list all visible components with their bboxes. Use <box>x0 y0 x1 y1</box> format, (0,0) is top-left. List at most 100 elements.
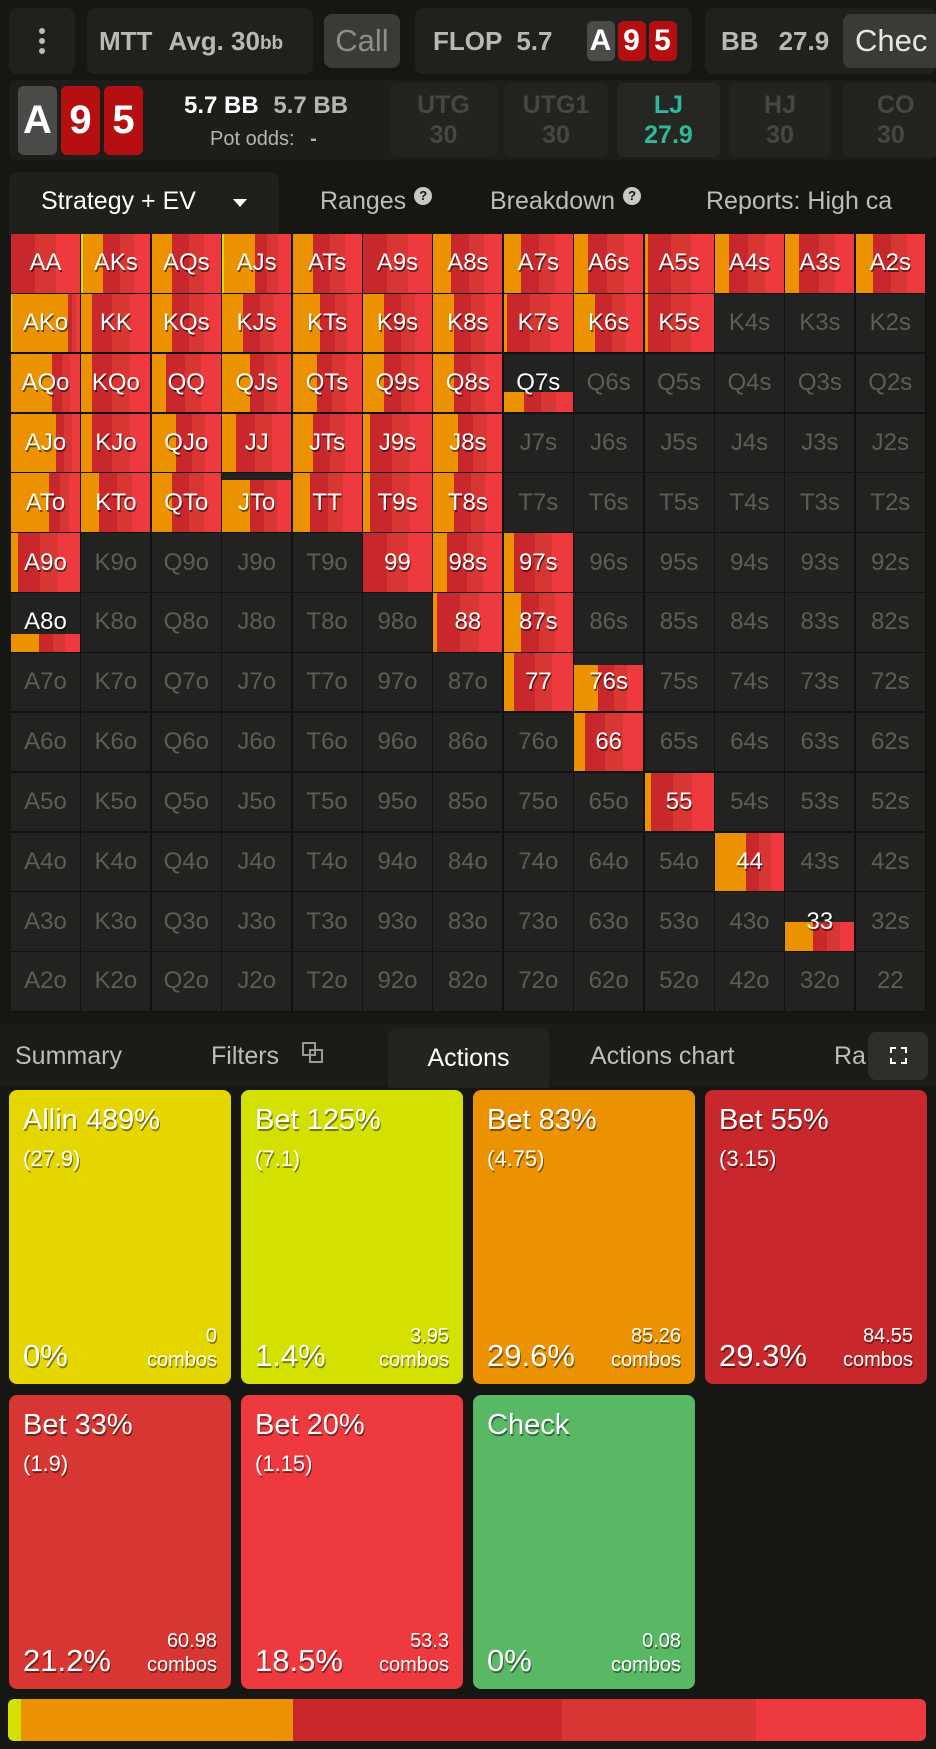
hand-cell[interactable]: K4o <box>81 832 151 891</box>
hand-cell[interactable]: J3o <box>222 892 292 951</box>
hand-cell[interactable]: A8s <box>433 234 503 293</box>
hand-cell[interactable]: Q4o <box>151 832 221 891</box>
hand-cell[interactable]: KQs <box>151 293 221 353</box>
hand-cell[interactable]: KJo <box>81 413 151 473</box>
hand-cell[interactable]: JTo <box>222 473 292 532</box>
hand-cell[interactable]: 83o <box>433 892 503 951</box>
hand-cell[interactable]: 65s <box>644 712 714 772</box>
hand-cell[interactable]: T4o <box>292 832 362 891</box>
hand-cell[interactable]: 87s <box>503 593 573 652</box>
hand-cell[interactable]: J4s <box>715 413 784 473</box>
tab-summary[interactable]: Summary <box>15 1042 122 1070</box>
action-card-bet33[interactable]: Bet 33% (1.9) 21.2% 60.98 combos <box>9 1395 231 1689</box>
hand-cell[interactable]: T8o <box>292 593 362 652</box>
hand-cell[interactable]: 73s <box>785 652 855 712</box>
hand-cell[interactable]: K2o <box>81 952 151 1011</box>
hand-cell[interactable]: Q2s <box>855 353 925 413</box>
hand-cell[interactable]: 75s <box>644 652 714 712</box>
hand-cell[interactable]: 52s <box>855 772 925 832</box>
hand-cell[interactable]: 54o <box>644 832 714 891</box>
hand-cell[interactable]: 97s <box>503 533 573 592</box>
hand-cell[interactable]: A4s <box>715 234 784 293</box>
hand-cell[interactable]: J2s <box>855 413 925 473</box>
hand-cell[interactable]: T7s <box>503 473 573 532</box>
hand-cell[interactable]: K7s <box>503 293 573 353</box>
hand-cell[interactable]: K6s <box>574 293 644 353</box>
hand-cell[interactable]: 92o <box>363 952 432 1011</box>
hand-cell[interactable]: T5s <box>644 473 714 532</box>
hand-cell[interactable]: 43o <box>715 892 784 951</box>
hand-cell[interactable]: 85s <box>644 593 714 652</box>
hand-cell[interactable]: K5o <box>81 772 151 832</box>
hand-cell[interactable]: KTo <box>81 473 151 532</box>
hand-cell[interactable]: K6o <box>81 712 151 772</box>
hand-cell[interactable]: 44 <box>715 832 784 891</box>
hand-cell[interactable]: A7o <box>11 652 80 712</box>
hand-cell[interactable]: K5s <box>644 293 714 353</box>
hand-cell[interactable]: T2o <box>292 952 362 1011</box>
hand-cell[interactable]: 86o <box>433 712 503 772</box>
action-card-bet20[interactable]: Bet 20% (1.15) 18.5% 53.3 combos <box>241 1395 463 1689</box>
hand-cell[interactable]: T4s <box>715 473 784 532</box>
hand-cell[interactable]: K9o <box>81 533 151 592</box>
hand-cell[interactable]: 93o <box>363 892 432 951</box>
hand-cell[interactable]: T9s <box>363 473 432 532</box>
hand-cell[interactable]: J9o <box>222 533 292 592</box>
hand-cell[interactable]: 95s <box>644 533 714 592</box>
hand-cell[interactable]: 98s <box>433 533 503 592</box>
hand-cell[interactable]: JTs <box>292 413 362 473</box>
hand-cell[interactable]: KTs <box>292 293 362 353</box>
hand-cell[interactable]: 92s <box>855 533 925 592</box>
hand-cell[interactable]: 62o <box>574 952 644 1011</box>
hand-cell[interactable]: Q6o <box>151 712 221 772</box>
hand-cell[interactable]: 99 <box>363 533 432 592</box>
hand-cell[interactable]: 72o <box>503 952 573 1011</box>
hand-cell[interactable]: 33 <box>785 892 855 951</box>
tab-actions[interactable]: Actions <box>388 1028 549 1088</box>
hand-cell[interactable]: 53o <box>644 892 714 951</box>
hand-cell[interactable]: 76o <box>503 712 573 772</box>
hand-cell[interactable]: K8o <box>81 593 151 652</box>
hand-cell[interactable]: 98o <box>363 593 432 652</box>
tab-actions-chart[interactable]: Actions chart <box>590 1042 735 1070</box>
tab-filters[interactable]: Filters <box>211 1042 324 1071</box>
hand-cell[interactable]: QQ <box>151 353 221 413</box>
hand-cell[interactable]: 64o <box>574 832 644 891</box>
hand-cell[interactable]: 64s <box>715 712 784 772</box>
hand-cell[interactable]: J2o <box>222 952 292 1011</box>
hand-cell[interactable]: K8s <box>433 293 503 353</box>
hand-cell[interactable]: TT <box>292 473 362 532</box>
hand-cell[interactable]: 77 <box>503 652 573 712</box>
tab-reports[interactable]: Reports: High ca <box>706 187 893 215</box>
hand-cell[interactable]: Q6s <box>574 353 644 413</box>
hand-cell[interactable]: 32s <box>855 892 925 951</box>
hand-cell[interactable]: 32o <box>785 952 855 1011</box>
hand-cell[interactable]: QTo <box>151 473 221 532</box>
hand-cell[interactable]: A9o <box>11 533 80 592</box>
fullscreen-button[interactable] <box>868 1032 928 1080</box>
hand-cell[interactable]: 22 <box>855 952 925 1011</box>
tab-ranges-bottom[interactable]: Ra <box>834 1042 866 1070</box>
hand-cell[interactable]: T3s <box>785 473 855 532</box>
hand-cell[interactable]: 65o <box>574 772 644 832</box>
tab-breakdown[interactable]: Breakdown? <box>490 187 642 216</box>
hand-cell[interactable]: AKs <box>81 234 151 293</box>
hand-cell[interactable]: 76s <box>574 652 644 712</box>
hand-cell[interactable]: K2s <box>855 293 925 353</box>
hand-cell[interactable]: QJs <box>222 353 292 413</box>
hand-cell[interactable]: 66 <box>574 712 644 772</box>
hand-cell[interactable]: K4s <box>715 293 784 353</box>
hand-cell[interactable]: A7s <box>503 234 573 293</box>
hand-cell[interactable]: 87o <box>433 652 503 712</box>
help-icon[interactable]: ? <box>623 187 642 205</box>
hand-cell[interactable]: 62s <box>855 712 925 772</box>
hand-cell[interactable]: T9o <box>292 533 362 592</box>
hand-cell[interactable]: 94o <box>363 832 432 891</box>
hand-cell[interactable]: T5o <box>292 772 362 832</box>
hand-cell[interactable]: Q4s <box>715 353 784 413</box>
hand-cell[interactable]: 74o <box>503 832 573 891</box>
hand-cell[interactable]: AJs <box>222 234 292 293</box>
hand-cell[interactable]: AA <box>11 234 80 293</box>
hand-cell[interactable]: 72s <box>855 652 925 712</box>
hand-cell[interactable]: 84s <box>715 593 784 652</box>
